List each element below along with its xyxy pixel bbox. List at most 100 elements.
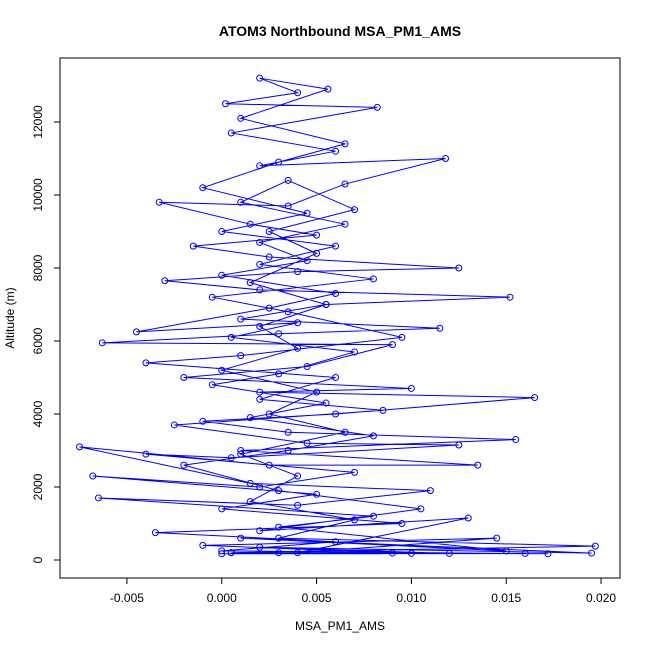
data-point <box>388 341 396 349</box>
data-point <box>379 406 387 414</box>
y-tick-label: 10000 <box>31 178 45 212</box>
data-point <box>322 399 330 407</box>
data-point <box>332 373 340 381</box>
data-point <box>256 395 264 403</box>
data-point <box>237 198 245 206</box>
data-point <box>332 410 340 418</box>
data-point <box>313 231 321 239</box>
data-point <box>275 330 283 338</box>
data-point <box>369 512 377 520</box>
data-point <box>332 290 340 298</box>
data-point <box>442 154 450 162</box>
data-point <box>284 447 292 455</box>
data-point <box>445 549 453 557</box>
y-tick-label: 4000 <box>31 400 45 427</box>
data-point <box>398 520 406 528</box>
data-point <box>199 417 207 425</box>
data-point <box>436 324 444 332</box>
data-point <box>588 549 596 557</box>
y-tick-label: 8000 <box>31 254 45 281</box>
data-point <box>313 249 321 257</box>
data-point <box>464 514 472 522</box>
data-point <box>294 344 302 352</box>
data-point <box>265 227 273 235</box>
data-point <box>218 366 226 374</box>
x-tick-label: 0.020 <box>586 591 616 605</box>
data-point <box>227 129 235 137</box>
data-point <box>189 242 197 250</box>
data-point <box>246 479 254 487</box>
data-point <box>275 534 283 542</box>
data-point <box>218 550 226 558</box>
data-point <box>531 394 539 402</box>
data-point <box>369 275 377 283</box>
data-point <box>294 268 302 276</box>
data-point <box>544 550 552 558</box>
data-point <box>132 328 140 336</box>
data-point <box>256 483 264 491</box>
y-tick-label: 12000 <box>31 105 45 139</box>
x-tick-label: -0.005 <box>110 591 144 605</box>
data-point <box>284 176 292 184</box>
data-point <box>218 547 226 555</box>
data-point <box>94 494 102 502</box>
data-point <box>265 304 273 312</box>
plot-frame <box>59 57 621 579</box>
data-point <box>341 428 349 436</box>
data-point <box>170 421 178 429</box>
data-point <box>407 384 415 392</box>
x-tick-label: 0.000 <box>207 591 237 605</box>
data-point <box>237 450 245 458</box>
data-point <box>256 238 264 246</box>
data-point <box>265 461 273 469</box>
data-point <box>246 279 254 287</box>
data-point <box>512 436 520 444</box>
data-point <box>303 439 311 447</box>
data-point <box>284 202 292 210</box>
data-point <box>351 468 359 476</box>
data-point <box>341 220 349 228</box>
data-point <box>218 505 226 513</box>
data-point <box>227 333 235 341</box>
data-point <box>388 549 396 557</box>
data-point <box>351 516 359 524</box>
data-point <box>407 549 415 557</box>
x-axis-label: MSA_PM1_AMS <box>295 619 385 633</box>
data-point <box>180 461 188 469</box>
data-point <box>161 277 169 285</box>
data-point <box>237 315 245 323</box>
data-point <box>322 300 330 308</box>
data-point <box>398 333 406 341</box>
data-point <box>303 363 311 371</box>
chart-title: ATOM3 Northbound MSA_PM1_AMS <box>219 23 461 39</box>
data-point <box>199 541 207 549</box>
data-point <box>256 388 264 396</box>
data-point <box>275 523 283 531</box>
data-point <box>256 162 264 170</box>
data-point <box>426 487 434 495</box>
y-tick-label: 6000 <box>31 327 45 354</box>
data-point <box>246 220 254 228</box>
data-point <box>294 319 302 327</box>
data-point <box>237 352 245 360</box>
data-point <box>294 472 302 480</box>
data-point <box>474 461 482 469</box>
data-point <box>199 184 207 192</box>
data-point <box>493 534 501 542</box>
data-point <box>284 428 292 436</box>
data-point <box>351 206 359 214</box>
data-point <box>294 549 302 557</box>
data-point <box>324 85 332 93</box>
y-axis-label: Altitude (m) <box>3 287 17 348</box>
y-tick-label: 2000 <box>31 473 45 500</box>
data-point <box>265 253 273 261</box>
x-tick-label: 0.005 <box>302 591 332 605</box>
data-point <box>332 147 340 155</box>
data-point <box>246 498 254 506</box>
data-point <box>208 293 216 301</box>
x-tick-label: 0.015 <box>491 591 521 605</box>
data-point <box>98 339 106 347</box>
data-point <box>275 370 283 378</box>
data-point <box>237 534 245 542</box>
data-point <box>275 549 283 557</box>
